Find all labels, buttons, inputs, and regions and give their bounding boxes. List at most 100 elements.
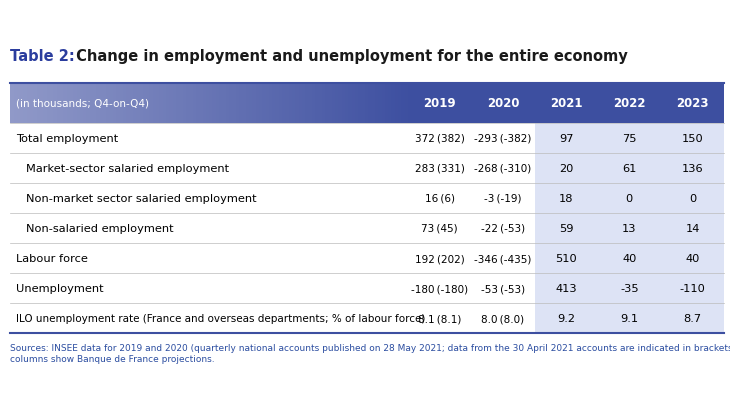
Text: 8.7: 8.7 — [683, 313, 702, 324]
Bar — [232, 84, 237, 124]
Bar — [96, 84, 101, 124]
Text: 13: 13 — [622, 223, 637, 234]
Text: 2023: 2023 — [676, 97, 709, 110]
Bar — [216, 84, 220, 124]
Bar — [36, 84, 41, 124]
Bar — [189, 84, 193, 124]
Text: -293 (-382): -293 (-382) — [474, 133, 531, 144]
Bar — [361, 84, 366, 124]
Bar — [534, 84, 598, 124]
Text: 20: 20 — [559, 164, 573, 173]
Bar — [534, 124, 598, 333]
Text: Non-market sector salaried employment: Non-market sector salaried employment — [26, 193, 257, 203]
Bar — [355, 84, 359, 124]
Bar — [322, 84, 326, 124]
Bar — [10, 84, 15, 124]
Bar — [245, 84, 250, 124]
Bar — [385, 84, 389, 124]
Bar — [139, 84, 144, 124]
Bar — [365, 84, 369, 124]
Text: 0: 0 — [626, 193, 633, 203]
Bar — [309, 84, 312, 124]
Text: 75: 75 — [622, 133, 637, 144]
Text: Market-sector salaried employment: Market-sector salaried employment — [26, 164, 229, 173]
Bar — [153, 84, 157, 124]
Bar — [219, 84, 223, 124]
Bar — [34, 84, 37, 124]
Bar — [20, 84, 24, 124]
Bar — [391, 84, 396, 124]
Bar — [206, 84, 210, 124]
Text: 9.1: 9.1 — [620, 313, 639, 324]
Text: Change in employment and unemployment for the entire economy: Change in employment and unemployment fo… — [71, 48, 628, 63]
Bar — [70, 84, 74, 124]
Text: 73 (45): 73 (45) — [421, 223, 458, 234]
Bar — [166, 84, 170, 124]
Bar — [86, 84, 91, 124]
Bar — [110, 84, 114, 124]
Text: Sources: INSEE data for 2019 and 2020 (quarterly national accounts published on : Sources: INSEE data for 2019 and 2020 (q… — [10, 344, 730, 363]
Bar — [315, 84, 319, 124]
Bar — [369, 84, 372, 124]
Bar — [249, 84, 253, 124]
Bar — [64, 84, 67, 124]
Bar — [182, 84, 187, 124]
Bar — [66, 84, 71, 124]
Bar — [661, 124, 724, 333]
Bar — [398, 84, 402, 124]
Bar — [60, 84, 64, 124]
Text: 413: 413 — [556, 283, 577, 293]
Bar — [253, 84, 256, 124]
Text: -268 (-310): -268 (-310) — [474, 164, 531, 173]
Bar — [150, 84, 153, 124]
Bar — [43, 84, 47, 124]
Bar — [120, 84, 123, 124]
Bar — [285, 84, 289, 124]
Bar — [113, 84, 117, 124]
Bar — [77, 84, 80, 124]
Bar — [126, 84, 131, 124]
Text: 40: 40 — [622, 254, 637, 263]
Bar — [402, 84, 405, 124]
Bar — [388, 84, 392, 124]
Bar — [598, 84, 661, 124]
Bar — [378, 84, 383, 124]
Bar — [83, 84, 87, 124]
Bar — [236, 84, 239, 124]
Text: 61: 61 — [622, 164, 637, 173]
Text: 372 (382): 372 (382) — [415, 133, 464, 144]
Bar — [130, 84, 134, 124]
Text: 16 (6): 16 (6) — [425, 193, 455, 203]
Bar — [332, 84, 336, 124]
Bar — [163, 84, 166, 124]
Text: Table 2:: Table 2: — [10, 48, 75, 63]
Text: 150: 150 — [682, 133, 704, 144]
Bar — [259, 84, 263, 124]
Bar — [404, 84, 409, 124]
Bar — [173, 84, 177, 124]
Bar — [328, 84, 333, 124]
Bar — [395, 84, 399, 124]
Bar — [342, 84, 346, 124]
Text: 14: 14 — [685, 223, 700, 234]
Text: Labour force: Labour force — [16, 254, 88, 263]
Text: (in thousands; Q4-on-Q4): (in thousands; Q4-on-Q4) — [16, 99, 149, 109]
Bar — [348, 84, 353, 124]
Bar — [312, 84, 316, 124]
Text: 0: 0 — [689, 193, 696, 203]
Bar — [143, 84, 147, 124]
Bar — [223, 84, 226, 124]
Bar — [352, 84, 356, 124]
Bar — [318, 84, 323, 124]
Bar — [279, 84, 283, 124]
Text: 136: 136 — [682, 164, 704, 173]
Text: 8.0 (8.0): 8.0 (8.0) — [481, 313, 524, 324]
Text: -53 (-53): -53 (-53) — [481, 283, 525, 293]
Text: 59: 59 — [559, 223, 573, 234]
Text: ILO unemployment rate (France and overseas departments; % of labour force): ILO unemployment rate (France and overse… — [16, 313, 426, 324]
Bar — [186, 84, 190, 124]
Bar — [212, 84, 217, 124]
Bar — [123, 84, 127, 124]
Bar — [14, 84, 18, 124]
Bar — [53, 84, 58, 124]
